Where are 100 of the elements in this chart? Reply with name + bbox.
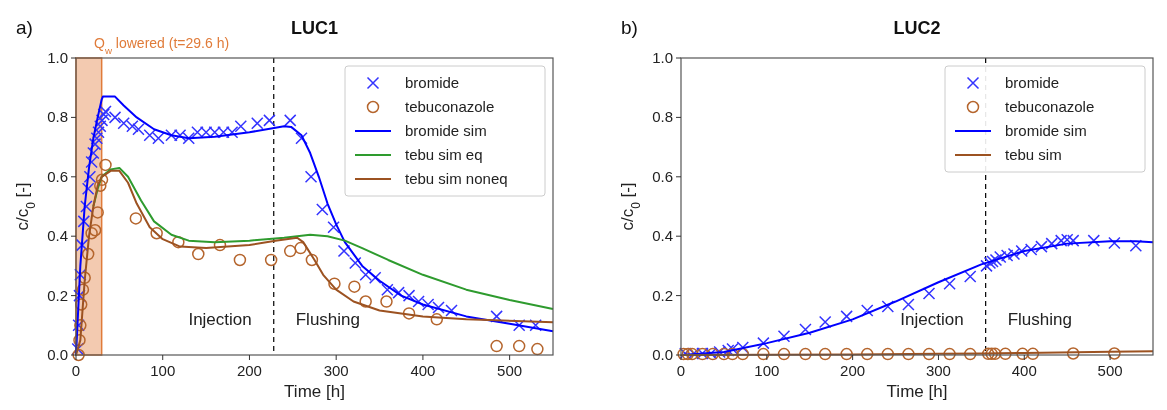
point xyxy=(95,114,109,127)
point xyxy=(85,226,98,240)
point xyxy=(81,182,95,195)
point xyxy=(902,347,915,361)
point xyxy=(73,289,86,302)
point xyxy=(76,283,90,296)
point xyxy=(192,247,205,261)
point xyxy=(922,287,936,300)
point xyxy=(1016,347,1029,361)
point xyxy=(92,126,105,139)
y-tick-label: 0.6 xyxy=(47,167,68,185)
point xyxy=(304,170,318,184)
point xyxy=(95,173,109,187)
point xyxy=(132,123,145,136)
point xyxy=(943,277,956,290)
point xyxy=(430,313,444,326)
point xyxy=(283,244,297,258)
y-tick-label: 0.4 xyxy=(652,227,673,245)
point xyxy=(295,131,308,145)
point xyxy=(736,347,750,361)
point xyxy=(143,128,156,142)
annotation: Flushing xyxy=(295,310,360,330)
point xyxy=(81,247,95,261)
y-tick-label: 0.6 xyxy=(652,167,673,185)
point xyxy=(531,342,544,356)
point xyxy=(328,277,341,290)
point xyxy=(316,203,329,216)
annotation: Injection xyxy=(188,310,252,330)
y-tick-label: 0.0 xyxy=(47,346,68,363)
legend-label: bromide xyxy=(1005,74,1060,91)
x-tick-label: 0 xyxy=(676,362,686,379)
point xyxy=(126,120,139,133)
x-tick-label: 200 xyxy=(236,362,262,379)
legend-label: tebu sim xyxy=(1005,146,1062,163)
point xyxy=(87,146,100,160)
point xyxy=(445,304,458,317)
annotation: Flushing xyxy=(1007,310,1072,330)
point xyxy=(1087,234,1101,247)
point xyxy=(83,170,97,184)
chart-title: LUC2 xyxy=(893,18,941,38)
point xyxy=(799,347,812,361)
point xyxy=(840,347,853,361)
point xyxy=(73,333,86,347)
point xyxy=(1108,236,1121,250)
point xyxy=(99,158,112,172)
point xyxy=(152,131,165,145)
point xyxy=(717,347,731,361)
point xyxy=(922,347,936,361)
point xyxy=(94,120,107,133)
y-tick-label: 0.8 xyxy=(652,108,673,126)
point xyxy=(529,319,542,332)
point xyxy=(72,348,85,362)
x-tick-label: 0 xyxy=(71,362,81,379)
legend-label: tebu sim noneq xyxy=(405,170,508,187)
point xyxy=(234,120,248,133)
point xyxy=(777,347,791,361)
point xyxy=(283,114,297,127)
legend-label: bromide sim xyxy=(1005,122,1087,139)
point xyxy=(88,137,102,151)
point xyxy=(860,304,874,317)
x-tick-label: 100 xyxy=(150,362,176,379)
point xyxy=(1026,347,1040,361)
y-tick-label: 1.0 xyxy=(652,49,673,66)
y-tick-label: 0.8 xyxy=(47,108,68,126)
point xyxy=(840,310,853,323)
point xyxy=(881,347,895,361)
x-tick-label: 500 xyxy=(497,362,523,379)
point xyxy=(94,179,107,192)
x-tick-label: 500 xyxy=(1097,362,1123,379)
point xyxy=(1066,347,1080,360)
point xyxy=(1060,233,1074,247)
point xyxy=(757,347,770,361)
annotation: Injection xyxy=(900,310,964,330)
point xyxy=(129,212,143,225)
point xyxy=(512,339,526,353)
point xyxy=(902,298,915,311)
point xyxy=(981,347,995,361)
y-tick-label: 0.4 xyxy=(47,227,68,245)
point xyxy=(726,347,739,361)
point xyxy=(264,253,278,267)
point xyxy=(348,280,361,293)
point xyxy=(993,250,1007,264)
point xyxy=(980,259,993,273)
legend-label: tebuconazole xyxy=(1005,98,1095,115)
legend-label: bromide xyxy=(405,74,460,91)
point xyxy=(881,300,895,313)
point xyxy=(999,347,1012,361)
x-tick-label: 200 xyxy=(840,362,866,379)
point xyxy=(799,323,812,336)
point xyxy=(233,253,247,267)
point xyxy=(777,330,791,343)
point xyxy=(860,347,874,361)
point xyxy=(1108,347,1121,360)
y-tick-label: 0.2 xyxy=(652,286,673,304)
point xyxy=(71,342,84,356)
point xyxy=(402,307,416,320)
point xyxy=(963,347,977,361)
x-tick-label: 400 xyxy=(410,362,436,379)
point xyxy=(490,339,503,353)
x-tick-label: 100 xyxy=(754,362,780,379)
